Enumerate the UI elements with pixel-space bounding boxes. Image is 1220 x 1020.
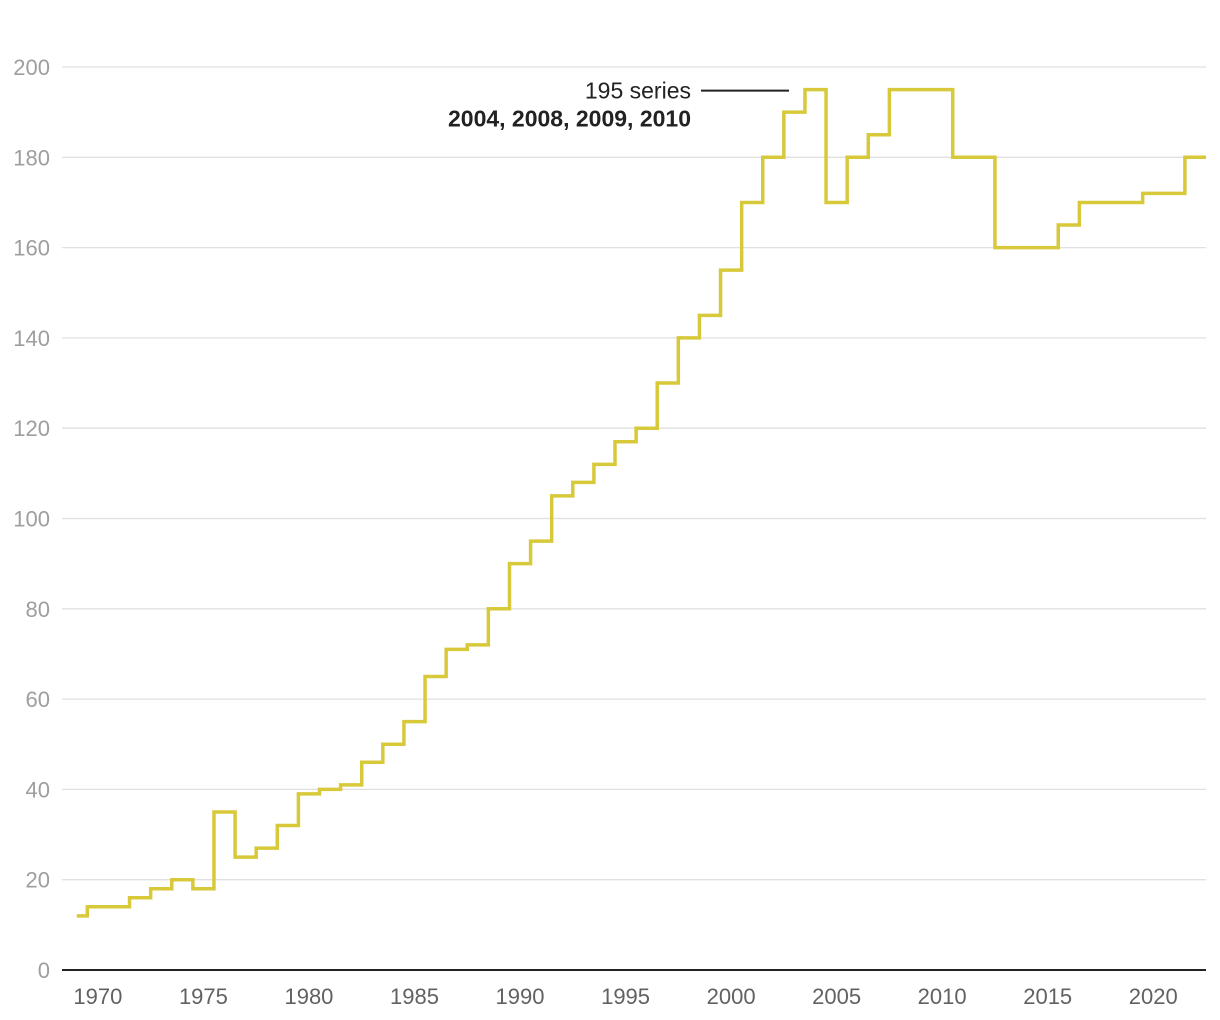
x-tick-label-1980: 1980: [284, 984, 333, 1009]
annotation-years: 2004, 2008, 2009, 2010: [448, 106, 691, 132]
y-tick-label-100: 100: [13, 507, 50, 532]
gridlines: [62, 66, 1206, 881]
y-tick-label-140: 140: [13, 326, 50, 351]
x-tick-label-2000: 2000: [707, 984, 756, 1009]
y-tick-label-200: 200: [13, 55, 50, 80]
y-tick-label-0: 0: [38, 958, 50, 983]
y-tick-label-20: 20: [26, 868, 50, 893]
x-tick-label-1970: 1970: [73, 984, 122, 1009]
x-tick-label-2020: 2020: [1129, 984, 1178, 1009]
y-axis-ticks: 0 20 40 60 80 100 120 140 160 180 200: [13, 55, 50, 983]
y-tick-label-80: 80: [26, 597, 50, 622]
y-tick-label-160: 160: [13, 236, 50, 261]
annotation-label: 195 series: [585, 78, 691, 104]
peak-annotation: 195 series 2004, 2008, 2009, 2010: [448, 78, 789, 132]
y-tick-label-40: 40: [26, 777, 50, 802]
x-tick-label-2010: 2010: [918, 984, 967, 1009]
series-line: [76, 87, 1206, 918]
y-tick-label-120: 120: [13, 416, 50, 441]
x-tick-label-1990: 1990: [496, 984, 545, 1009]
x-tick-label-1975: 1975: [179, 984, 228, 1009]
x-tick-label-2005: 2005: [812, 984, 861, 1009]
x-axis-ticks: 1970 1975 1980 1985 1990 1995 2000 2005 2010 2015…: [73, 984, 1177, 1009]
y-tick-label-60: 60: [26, 687, 50, 712]
x-tick-label-1995: 1995: [601, 984, 650, 1009]
y-tick-label-180: 180: [13, 145, 50, 170]
x-tick-label-2015: 2015: [1023, 984, 1072, 1009]
x-tick-label-1985: 1985: [390, 984, 439, 1009]
